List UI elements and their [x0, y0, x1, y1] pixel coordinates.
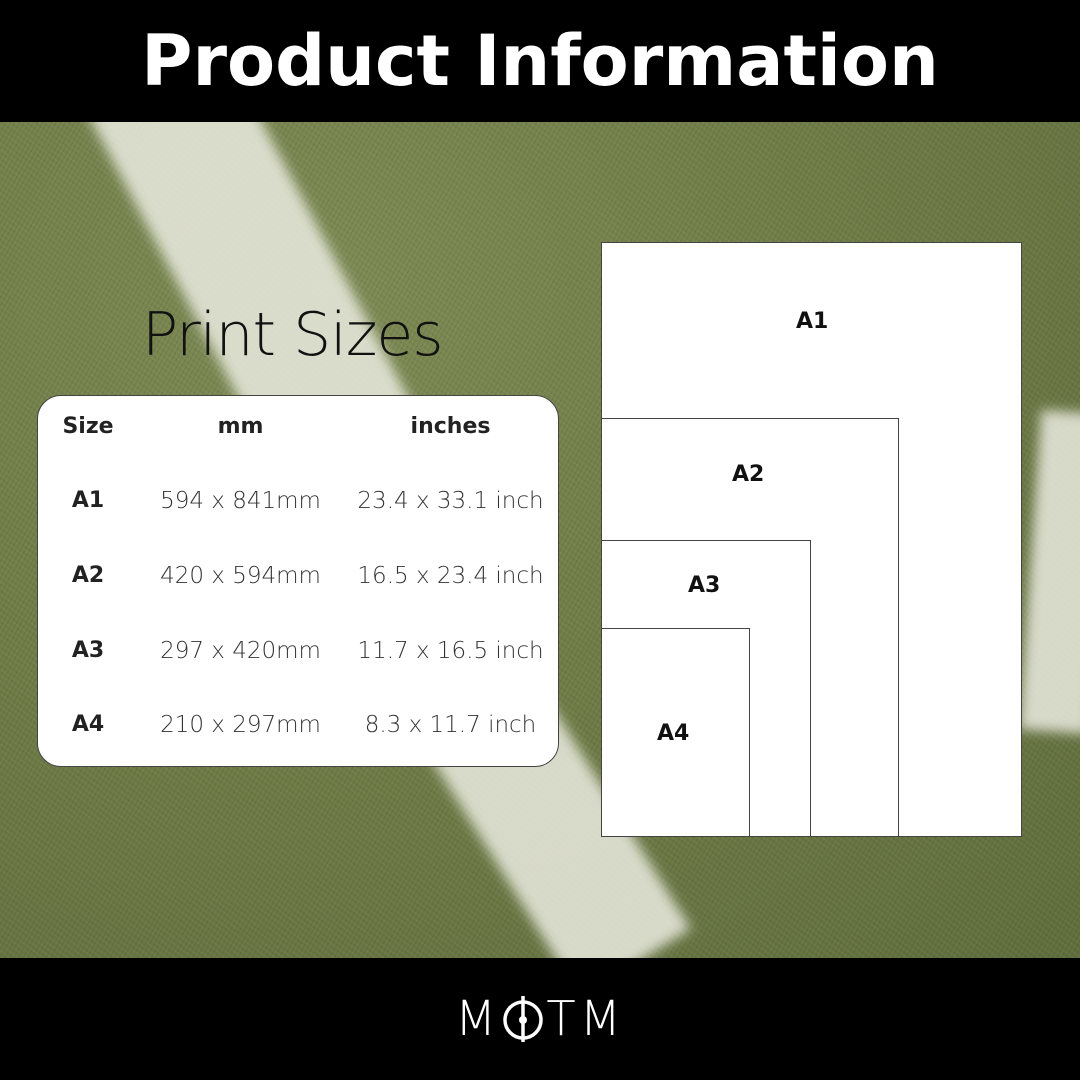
inches-value: 8.3 x 11.7 inch: [364, 712, 537, 738]
column-header: inches: [410, 414, 491, 439]
column-header: Size: [62, 414, 114, 439]
paper-label: A3: [688, 573, 721, 598]
page-title: Product Information: [141, 20, 939, 102]
paper-label: A4: [657, 721, 690, 746]
size-table: Size mm inches A1 594 x 841mm 23.4 x 33.…: [37, 395, 559, 767]
mm-value: 297 x 420mm: [160, 638, 321, 664]
column-header: mm: [217, 414, 264, 439]
size-label: A1: [71, 488, 105, 513]
size-label: A2: [71, 563, 105, 588]
inches-value: 23.4 x 33.1 inch: [357, 488, 544, 514]
inches-value: 11.7 x 16.5 inch: [357, 638, 544, 664]
ball-o-icon: [503, 996, 544, 1042]
mm-value: 210 x 297mm: [160, 712, 321, 738]
footer-bar: M TM: [0, 958, 1080, 1080]
section-title: Print Sizes: [142, 300, 444, 370]
paper-label: A1: [796, 309, 829, 334]
paper-label: A2: [732, 462, 765, 487]
inches-value: 16.5 x 23.4 inch: [357, 563, 544, 589]
mm-value: 594 x 841mm: [160, 488, 321, 514]
size-label: A4: [71, 712, 105, 737]
header-bar: Product Information: [0, 0, 1080, 122]
paper-a4: [601, 628, 750, 837]
pitch-line: [1018, 409, 1080, 735]
size-label: A3: [71, 638, 105, 663]
mm-value: 420 x 594mm: [160, 563, 321, 589]
brand-logo: M TM: [454, 991, 626, 1047]
